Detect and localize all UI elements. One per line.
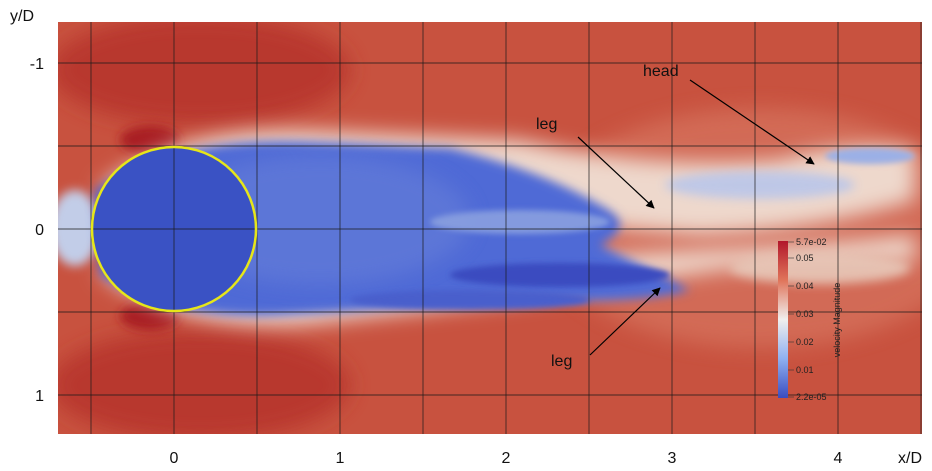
cylinder-outline xyxy=(90,145,258,313)
colorbar-tick: 0.04 xyxy=(796,281,814,291)
y-tick-label: 0 xyxy=(35,222,44,239)
annotation-arrows xyxy=(577,79,815,356)
y-tick-label: 1 xyxy=(35,388,44,405)
head-label: head xyxy=(643,63,679,80)
x-tick-label: 0 xyxy=(170,450,179,467)
leg-lower-label: leg xyxy=(551,353,572,370)
leg-upper-label: leg xyxy=(536,116,557,133)
colorbar-tick: 0.03 xyxy=(796,309,814,319)
colorbar-tick: 0.01 xyxy=(796,365,814,375)
colorbar-tick: 0.02 xyxy=(796,337,814,347)
colorbar-min-label: 2.2e-05 xyxy=(796,392,827,402)
head-arrow xyxy=(689,79,815,165)
x-tick-label: 1 xyxy=(336,450,345,467)
x-axis-label: x/D xyxy=(898,450,922,467)
x-tick-label: 4 xyxy=(834,450,843,467)
colorbar: 5.7e-02 0.05 0.04 0.03 0.02 0.01 2.2e-05… xyxy=(778,237,842,402)
y-tick-label: -1 xyxy=(30,56,44,73)
x-tick-label: 3 xyxy=(668,450,677,467)
leg-lower-arrow xyxy=(589,287,661,356)
velocity-field xyxy=(58,22,922,434)
colorbar-tick: 0.05 xyxy=(796,253,814,263)
y-axis-label: y/D xyxy=(10,8,34,25)
colorbar-max-label: 5.7e-02 xyxy=(796,237,827,247)
leg-upper-arrow xyxy=(577,136,655,209)
colorbar-title: velocity Magnitude xyxy=(832,283,842,358)
colorbar-gradient xyxy=(778,241,788,398)
x-tick-label: 2 xyxy=(502,450,511,467)
